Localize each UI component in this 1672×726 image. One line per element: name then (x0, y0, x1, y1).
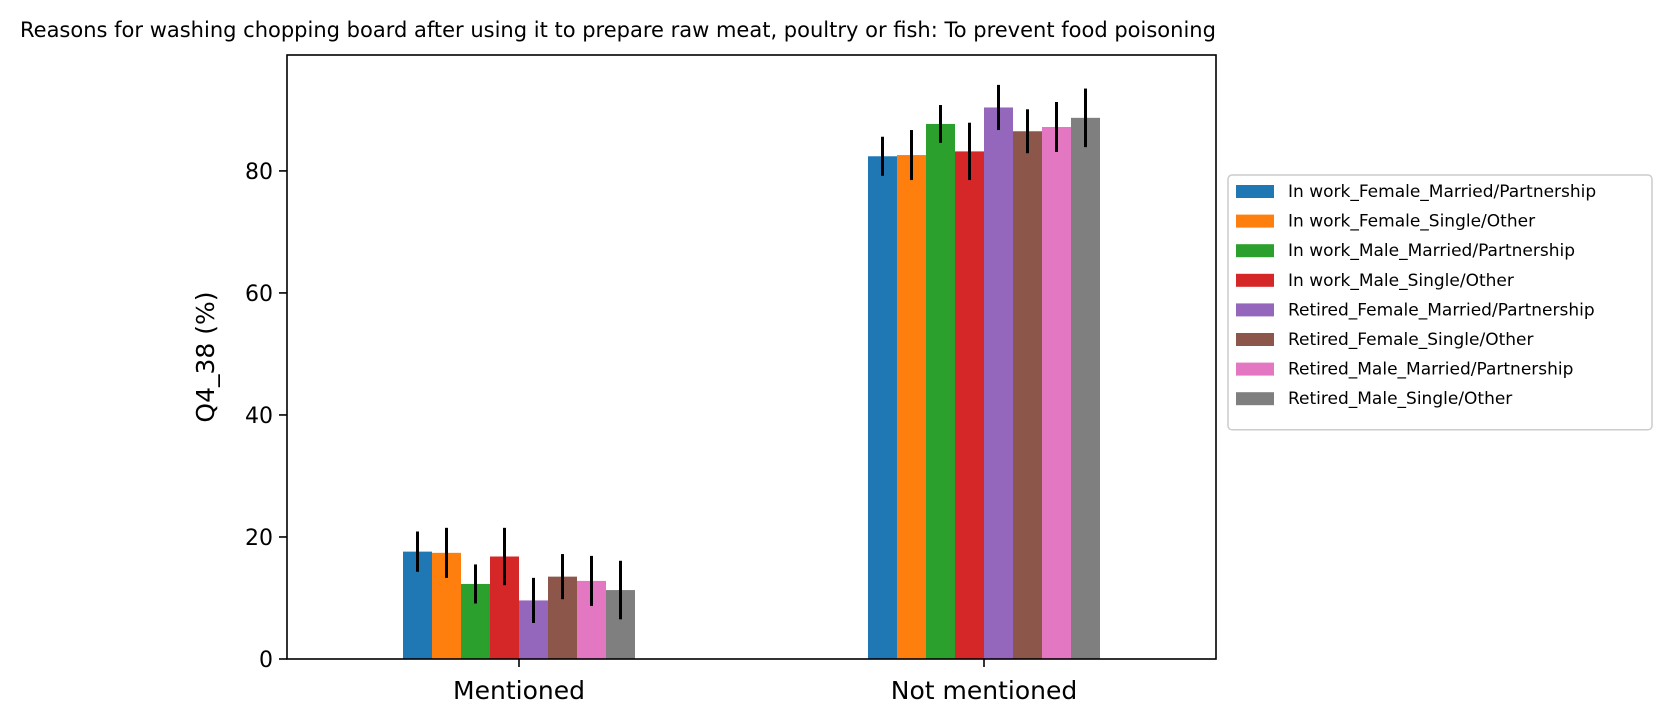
bar-2-5 (984, 107, 1013, 659)
legend-swatch-1 (1236, 185, 1274, 198)
legend-label-1: In work_Female_Married/Partnership (1288, 182, 1596, 202)
legend-label-3: In work_Male_Married/Partnership (1288, 241, 1575, 261)
legend: In work_Female_Married/Partnership In wor… (1227, 174, 1653, 431)
legend-swatch-4 (1236, 273, 1274, 287)
legend-box (1227, 174, 1653, 431)
legend-swatch-6 (1236, 333, 1274, 346)
bar-2-6 (1013, 131, 1042, 659)
error-bars-layer (416, 84, 1087, 624)
x-tick-label-0: Mentioned (453, 676, 585, 705)
chart-title: Reasons for washing chopping board after… (20, 18, 1216, 42)
y-tick-label-3: 60 (245, 282, 273, 307)
legend-label-7: Retired_Male_Married/Partnership (1288, 360, 1573, 380)
bars-layer (403, 107, 1100, 660)
legend-label-5: Retired_Female_Married/Partnership (1288, 300, 1595, 320)
legend-swatch-8 (1236, 392, 1274, 406)
bar-2-1 (868, 156, 897, 659)
y-tick-label-2: 40 (245, 404, 273, 429)
y-tick-label-1: 20 (245, 526, 273, 551)
legend-label-6: Retired_Female_Single/Other (1288, 330, 1534, 350)
plot-area-frame (286, 54, 1217, 660)
legend-label-8: Retired_Male_Single/Other (1288, 389, 1512, 409)
legend-label-2: In work_Female_Single/Other (1288, 212, 1535, 232)
bar-2-7 (1042, 126, 1071, 659)
y-axis: 0 20 40 60 80 (245, 160, 287, 673)
x-tick-label-1: Not mentioned (891, 676, 1077, 705)
legend-swatch-7 (1236, 362, 1274, 376)
y-tick-label-0: 0 (259, 648, 273, 673)
legend-swatch-5 (1236, 303, 1274, 317)
y-axis-label: Q4_38 (%) (191, 291, 220, 422)
y-tick-label-4: 80 (245, 160, 273, 185)
bar-2-8 (1071, 117, 1100, 660)
legend-swatch-3 (1236, 244, 1274, 258)
x-axis: Mentioned Not mentioned (453, 659, 1077, 705)
legend-swatch-2 (1236, 214, 1274, 228)
bar-2-2 (897, 155, 926, 659)
bar-2-3 (926, 123, 955, 660)
bar-2-4 (955, 151, 984, 659)
legend-label-4: In work_Male_Single/Other (1288, 271, 1514, 291)
